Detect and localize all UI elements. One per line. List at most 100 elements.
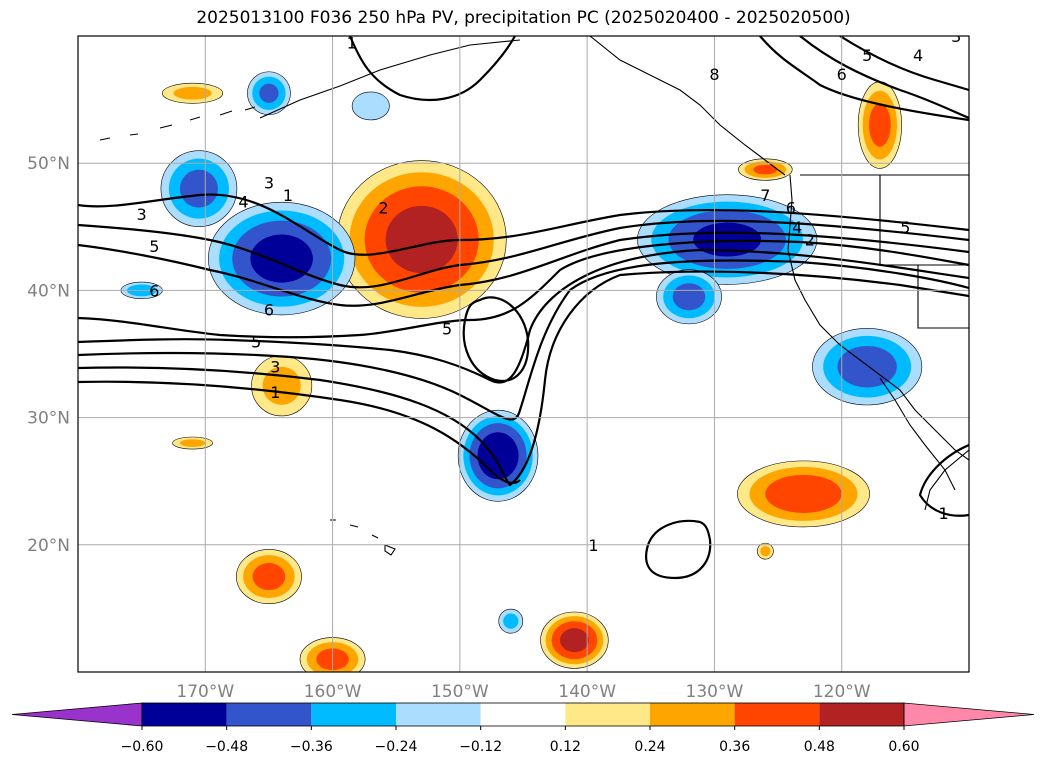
- longitude-tick-label: 130°W: [686, 682, 744, 702]
- map-title: 2025013100 F036 250 hPa PV, precipitatio…: [196, 8, 851, 28]
- gridlines: [78, 36, 969, 672]
- pv-contour-label: 3: [264, 173, 274, 192]
- pv-contour-label: 3: [137, 205, 147, 224]
- baja-peninsula: [879, 377, 956, 491]
- colorbar-tick-label: 0.36: [719, 739, 750, 755]
- colorbar-tick-label: 0.24: [634, 739, 665, 755]
- pv-contour-label: 6: [837, 65, 847, 84]
- pv-contour: [645, 519, 712, 580]
- precip-anomaly-blob: [385, 205, 458, 274]
- pv-contour-label: 6: [786, 199, 796, 218]
- colorbar-segment: [650, 703, 735, 726]
- pv-contour-label: 4: [913, 46, 923, 65]
- longitude-tick-label: 160°W: [304, 682, 362, 702]
- colorbar-segment: [480, 703, 566, 726]
- colorbar-segment: [142, 703, 227, 726]
- precip-anomaly-blob: [262, 366, 301, 405]
- pv-contour: [78, 380, 521, 485]
- precip-anomaly-blob: [559, 628, 589, 653]
- pv-contour: [348, 36, 516, 102]
- precip-anomaly-blob: [250, 234, 313, 283]
- precip-anomaly-blob: [503, 613, 519, 629]
- precip-anomaly-blob: [760, 546, 771, 557]
- pv-contour: [839, 36, 969, 92]
- pv-contour: [78, 239, 969, 339]
- pv-contour: [799, 36, 969, 120]
- precip-anomaly-blob: [179, 169, 218, 208]
- pv-contour-label: 3: [270, 358, 280, 377]
- pv-contours: [78, 36, 969, 580]
- pv-contour: [759, 36, 969, 122]
- colorbar-tick-label: 0.60: [888, 739, 919, 755]
- pv-contour-label: 2: [378, 199, 388, 218]
- pv-contour-label: 5: [442, 320, 452, 339]
- pv-contour-label: 3: [951, 27, 961, 46]
- pv-contour: [918, 443, 969, 517]
- pv-contour-label: 1: [938, 504, 948, 523]
- colorbar: −0.60 −0.48 −0.36 −0.24 −0.12 0.12 0.24 0.36 0.4…: [11, 702, 1035, 755]
- colorbar-segment: [311, 703, 396, 726]
- colorbar-tick-label: −0.24: [375, 739, 418, 755]
- pv-contour-label: 6: [149, 281, 159, 300]
- pv-contour-label: 7: [760, 186, 770, 205]
- colorbar-tick-label: 0.12: [550, 739, 581, 755]
- us-west-coastline: [787, 174, 969, 461]
- longitude-tick-label: 120°W: [813, 682, 871, 702]
- latitude-tick-label: 40°N: [27, 281, 70, 301]
- pv-contour-label: 5: [862, 46, 872, 65]
- pv-contour-label: 5: [149, 237, 159, 256]
- pv-contour-label: 5: [251, 332, 261, 351]
- pv-contour-label: 5: [900, 218, 910, 237]
- precip-anomaly-blob: [351, 91, 390, 121]
- precip-anomaly-blob: [869, 103, 891, 147]
- pv-contour-label: 4: [792, 218, 802, 237]
- precip-anomaly-blob: [753, 164, 778, 175]
- precip-anomaly-blob: [259, 83, 279, 103]
- state-borders: [879, 175, 969, 329]
- pv-contour: [78, 219, 969, 289]
- aleutian-islands: [99, 106, 256, 141]
- pv-contour-label: 4: [238, 192, 248, 211]
- latitude-tick-label: 30°N: [27, 409, 70, 429]
- latitude-tick-label: 20°N: [27, 536, 70, 556]
- latitude-tick-label: 50°N: [27, 154, 70, 174]
- pv-contour-label: 6: [264, 300, 274, 319]
- precip-anomaly-blob: [672, 283, 706, 311]
- precip-anomaly-blob: [765, 474, 842, 513]
- colorbar-segment: [226, 703, 312, 726]
- map-frame: [77, 35, 970, 673]
- colorbar-segment: [734, 703, 820, 726]
- pv-contour: [78, 259, 969, 421]
- pv-contour: [462, 296, 530, 383]
- colorbar-segment: [819, 703, 904, 726]
- alaska-coastline: [259, 39, 521, 119]
- pv-contour: [78, 231, 969, 307]
- colorbar-segment: [565, 703, 650, 726]
- pv-contour-label: 1: [347, 33, 357, 52]
- colorbar-tick-label: −0.48: [205, 739, 248, 755]
- colorbar-tick-label: −0.12: [459, 739, 502, 755]
- longitude-tick-label: 140°W: [558, 682, 616, 702]
- colorbar-tick-label: −0.36: [290, 739, 333, 755]
- pv-contour-label: 8: [709, 65, 719, 84]
- colorbar-segment: [396, 703, 481, 726]
- pv-contour-label: 1: [588, 536, 598, 555]
- mexico-coastline: [924, 449, 969, 511]
- colorbar-tick-label: 0.48: [804, 739, 835, 755]
- latitude-ticks: 50°N 40°N 30°N 20°N: [27, 154, 70, 556]
- precip-anomaly-blob: [173, 86, 212, 100]
- pv-contour-label: 2: [805, 231, 815, 250]
- longitude-tick-label: 150°W: [431, 682, 489, 702]
- pv-contour-label: 1: [283, 186, 293, 205]
- precip-anomaly-blob: [477, 432, 519, 480]
- precip-anomaly-blob: [179, 439, 206, 447]
- colorbar-frame: [141, 702, 905, 727]
- longitude-ticks: 170°W 160°W 150°W 140°W 130°W 120°W: [176, 682, 870, 702]
- precip-anomaly-blob: [693, 222, 762, 257]
- pv-contour: [78, 193, 969, 256]
- longitude-tick-label: 170°W: [176, 682, 234, 702]
- precip-anomaly-blob: [252, 563, 286, 591]
